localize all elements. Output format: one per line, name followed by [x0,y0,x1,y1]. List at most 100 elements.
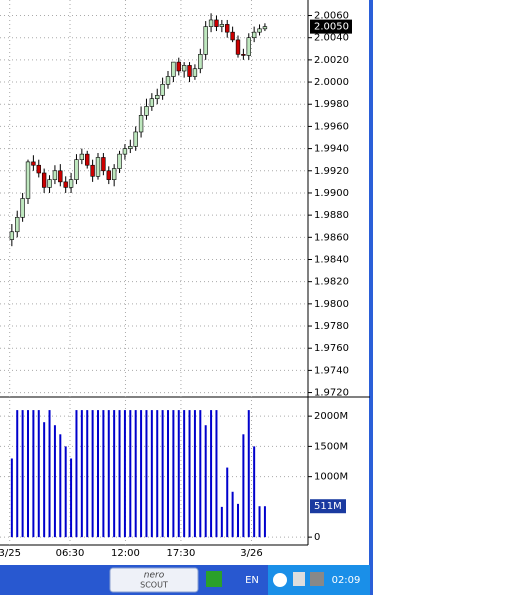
last-price-box [310,19,352,34]
volume-bar [27,410,29,538]
app-name: nero [144,571,165,581]
candle-body [198,54,203,70]
candle-body [31,161,36,166]
candle-body [106,170,111,180]
language[interactable]: EN [245,575,259,586]
candle-body [90,164,95,177]
volume-bar [237,503,239,538]
volume-bar [102,410,105,538]
last-volume-box [310,499,346,514]
volume-bar [107,410,110,538]
app-button[interactable] [109,567,199,593]
candle-body [95,157,101,177]
candle-body [101,157,106,172]
candle-body [160,83,165,96]
y-tick-label: 2000M [314,411,348,422]
y-tick-label: 2.0040 [314,33,349,44]
volume-bar [204,425,207,538]
x-tick-label: 3/26 [240,548,262,559]
tray-icon[interactable] [293,572,305,586]
tray-icon[interactable] [273,573,287,587]
candle-body [192,68,198,77]
volume-bar [258,506,261,538]
candle-body [85,153,90,166]
candle-body [9,231,15,240]
volume-bar [150,410,153,538]
candle-body [117,153,122,169]
volume-bar [183,410,186,538]
volume-bar [86,410,89,538]
volume-bar [91,410,94,538]
volume-bar [59,434,62,538]
y-tick-label: 1.9840 [314,254,349,265]
x-tick-label: 3/25 [0,548,21,559]
volume-bar [188,410,191,538]
volume-bar [32,410,35,538]
volume-bar [129,410,132,538]
window-border [369,0,373,595]
candle-body [128,146,133,149]
volume-bar [134,410,137,538]
candle-body [246,37,251,56]
volume-bar [226,467,229,538]
tray-icon[interactable] [206,571,222,587]
y-tick-label: 1.9920 [314,166,349,177]
volume-bar [215,410,218,538]
candle-body [176,61,181,72]
candle-body [122,148,128,155]
volume-bar [156,410,159,538]
y-tick-label: 1.9880 [314,210,349,221]
volume-bar [10,458,13,538]
y-tick-label: 2.0000 [314,77,349,88]
y-tick-label: 2.0020 [314,55,349,66]
y-tick-label: 1.9960 [314,121,349,132]
candle-body [257,28,262,33]
volume-bar [231,491,234,538]
candle-body [138,115,144,133]
volume-bar [48,410,51,538]
volume-bar [210,410,213,538]
y-tick-label: 1.9800 [314,299,349,310]
tray-icon[interactable] [310,572,324,586]
volume-bar [242,434,245,538]
volume-bar [263,506,266,538]
candle-body [144,106,149,116]
y-tick-label: 1.9900 [314,188,349,199]
y-tick-label: 1.9940 [314,144,349,155]
candle-body [219,24,225,27]
candle-body [63,181,68,188]
candle-body [41,172,47,188]
last-volume-label: 511M [314,501,342,512]
volume-bar [16,410,19,538]
candle-body [235,39,241,55]
y-tick-label: 1000M [314,472,348,483]
x-tick-label: 12:00 [111,548,140,559]
volume-bar [64,446,67,538]
volume-bar [113,410,116,538]
volume-bar [220,506,223,538]
last-price-label: 2.0050 [314,22,349,33]
candle-body [111,168,117,180]
x-tick-label: 17:30 [167,548,196,559]
x-tick-label: 06:30 [56,548,85,559]
volume-bar [43,422,46,538]
candle-body [47,179,52,188]
volume-bar [167,410,169,538]
y-tick-label: 1.9820 [314,277,349,288]
candle-body [225,24,230,33]
volume-bar [177,410,180,538]
app-name: SCOUT [140,581,168,590]
candle-body [230,31,235,41]
candle-body [171,61,176,77]
y-tick-label: 1500M [314,441,348,452]
volume-bar [70,458,73,538]
volume-bar [75,410,78,538]
y-tick-label: 1.9740 [314,365,349,376]
candle-body [36,164,41,174]
candle-body [149,98,155,107]
volume-bar [118,410,121,538]
candle-body [262,26,268,30]
candle-body [20,198,25,218]
candle-body [208,19,214,27]
